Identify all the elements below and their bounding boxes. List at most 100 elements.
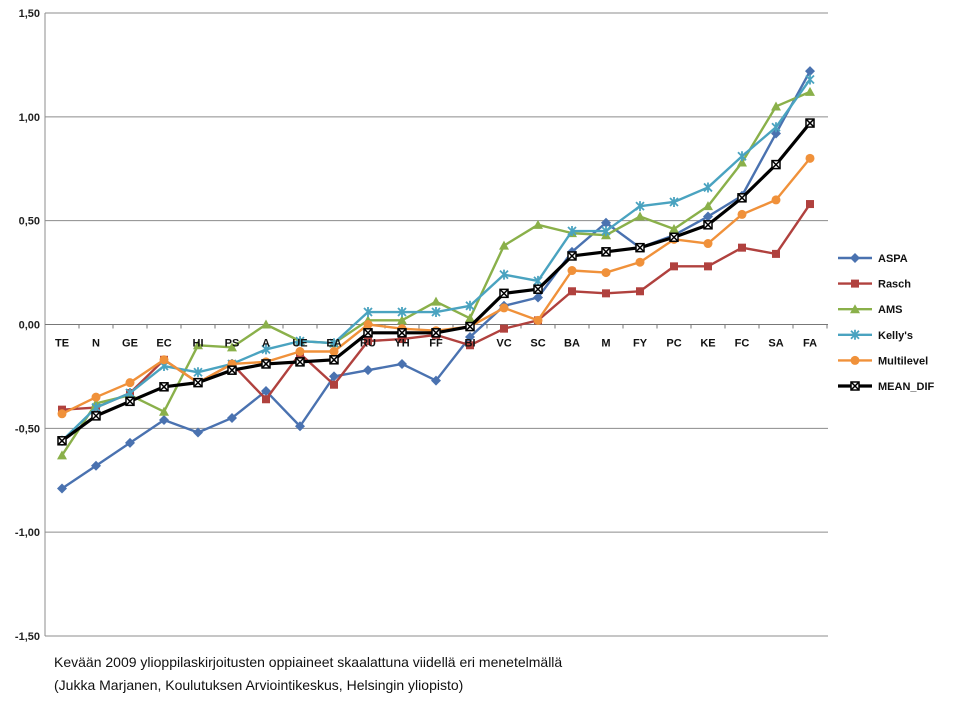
data-point-ams <box>499 240 509 250</box>
data-point-mean-dif <box>635 242 645 253</box>
data-point-multilevel <box>125 378 135 388</box>
legend-item-aspa: ASPA <box>838 253 908 265</box>
data-point-mean-dif-cross <box>669 232 679 242</box>
data-point-ams <box>57 450 67 460</box>
data-point-aspa <box>261 385 271 396</box>
data-point-rasch <box>670 262 678 271</box>
data-point-kelly-s <box>295 336 305 347</box>
data-point-kelly-s <box>91 402 101 413</box>
legend-label-rasch: Rasch <box>878 279 911 291</box>
category-label: N <box>92 338 100 350</box>
data-point-kelly-s <box>737 151 747 162</box>
data-point-mean-dif-cross <box>703 220 713 230</box>
data-point-multilevel <box>703 239 713 249</box>
series-line-aspa <box>61 70 812 490</box>
legend-label-ams: AMS <box>878 304 902 316</box>
data-point-mean-dif <box>703 220 713 230</box>
data-point-ams <box>669 223 679 233</box>
legend-marker-kelly-s <box>850 329 860 340</box>
data-point-rasch <box>466 341 474 350</box>
legend-item-mean-dif: MEAN_DIF <box>838 381 935 393</box>
data-point-kelly-s <box>397 307 407 318</box>
data-point-mean-dif-cross <box>737 193 747 203</box>
data-point-rasch <box>738 243 746 252</box>
series-mean-dif <box>57 118 815 446</box>
legend-marker-mean-dif <box>850 381 860 391</box>
data-point-ams <box>771 101 781 111</box>
data-point-mean-dif-cross <box>465 322 475 332</box>
data-point-kelly-s <box>363 307 373 318</box>
legend-label-kelly-s: Kelly's <box>878 330 913 342</box>
data-point-multilevel <box>91 392 101 402</box>
data-point-multilevel <box>295 346 305 356</box>
legend-item-kelly-s: Kelly's <box>838 330 913 342</box>
data-point-mean-dif-cross <box>159 382 169 392</box>
legend-marker-mean-dif-cross <box>850 381 860 391</box>
category-label: BA <box>564 338 580 350</box>
data-point-multilevel <box>567 266 577 276</box>
data-point-mean-dif-cross <box>125 396 135 406</box>
data-point-mean-dif-cross <box>363 328 373 338</box>
data-point-kelly-s <box>669 196 679 207</box>
legend-marker-ams <box>850 304 860 314</box>
category-label: BI <box>465 338 476 350</box>
axes <box>44 13 828 636</box>
legend-item-rasch: Rasch <box>838 279 911 291</box>
category-label: UE <box>292 338 307 350</box>
data-point-mean-dif <box>193 377 203 388</box>
series-line-ams <box>60 90 811 456</box>
data-point-rasch <box>602 289 610 298</box>
data-point-rasch <box>262 395 270 404</box>
y-tick-labels: 1,50 1,00 0,50 0,00 -0,50 -1,00 -1,50 <box>15 8 40 643</box>
category-label: FC <box>735 338 750 350</box>
data-point-aspa <box>57 483 67 494</box>
legend-marker-rasch <box>851 279 859 288</box>
category-label: SC <box>530 338 545 350</box>
category-label: SA <box>768 338 783 350</box>
y-tick-label: -1,50 <box>15 631 40 643</box>
data-point-mean-dif-cross <box>329 355 339 365</box>
series-ams <box>57 86 815 460</box>
category-label: TE <box>55 338 69 350</box>
data-point-rasch <box>636 287 644 296</box>
category-label: GE <box>122 338 138 350</box>
legend-label-multilevel: Multilevel <box>878 355 928 367</box>
data-point-ams <box>533 219 543 229</box>
data-point-mean-dif-cross <box>499 288 509 298</box>
data-point-mean-dif <box>329 355 339 365</box>
category-label: PS <box>225 338 240 350</box>
data-point-mean-dif <box>91 411 101 421</box>
legend-marker-aspa <box>850 253 860 263</box>
data-point-rasch <box>500 324 508 333</box>
data-point-mean-dif-cross <box>193 378 203 388</box>
category-label: FY <box>633 338 648 350</box>
data-point-mean-dif <box>397 328 407 338</box>
line-chart: 1,50 1,00 0,50 0,00 -0,50 -1,00 -1,50 TE N GE EC H… <box>15 8 935 643</box>
data-point-multilevel <box>635 257 645 267</box>
data-point-aspa <box>159 415 169 426</box>
data-point-mean-dif-cross <box>397 328 407 338</box>
series-aspa <box>57 66 815 494</box>
data-point-kelly-s <box>601 226 611 237</box>
legend-item-ams: AMS <box>838 304 902 316</box>
data-point-kelly-s <box>431 307 441 318</box>
data-point-kelly-s <box>805 74 815 85</box>
data-point-rasch <box>364 337 372 346</box>
category-label: KE <box>700 338 715 350</box>
data-point-mean-dif-cross <box>295 357 305 367</box>
category-label: A <box>262 338 270 350</box>
data-point-mean-dif-cross <box>601 247 611 257</box>
legend-label-mean-dif: MEAN_DIF <box>878 381 935 393</box>
data-point-mean-dif <box>533 284 543 294</box>
category-labels: TE N GE EC HI PS A UE EA RU YH FF BI VC SC BA M FY PC KE FC S… <box>55 338 817 350</box>
data-point-ams <box>431 296 441 306</box>
data-point-ams <box>261 319 271 329</box>
data-point-aspa <box>465 331 475 342</box>
data-point-ams <box>397 315 407 325</box>
legend-label-aspa: ASPA <box>878 253 908 265</box>
series-line-multilevel <box>61 157 811 415</box>
data-point-multilevel <box>329 346 339 356</box>
y-tick-label: 0,00 <box>19 320 40 332</box>
category-label: FF <box>429 338 443 350</box>
category-label: M <box>601 338 610 350</box>
